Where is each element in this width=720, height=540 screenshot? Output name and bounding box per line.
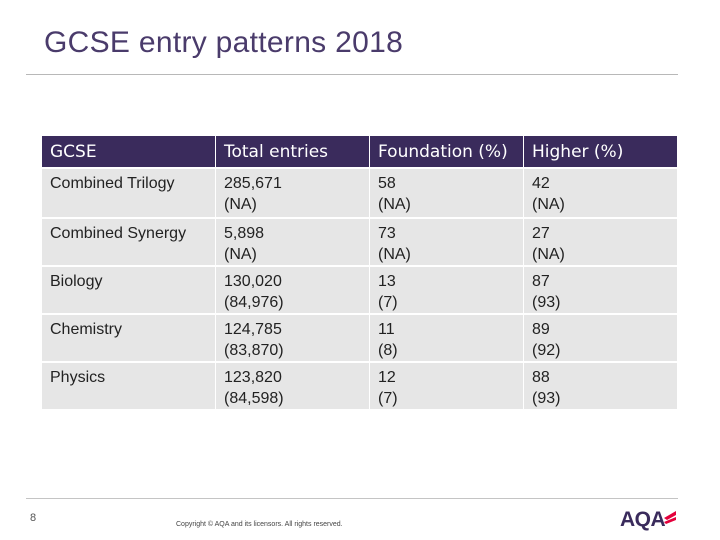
entries-table: GCSE Total entries Foundation (%) Higher… bbox=[41, 135, 678, 410]
logo-mark-icon bbox=[664, 511, 676, 524]
cell-total: 285,671 (NA) bbox=[215, 167, 370, 219]
logo-text: AQA bbox=[620, 508, 666, 531]
total-previous: (84,598) bbox=[224, 390, 284, 407]
total-previous: (84,976) bbox=[224, 294, 284, 311]
cell-foundation: 11 (8) bbox=[369, 313, 524, 363]
cell-total: 124,785 (83,870) bbox=[215, 313, 370, 363]
table-row: Biology 130,020 (84,976) 13 (7) 87 (93) bbox=[41, 265, 678, 315]
total-previous: (83,870) bbox=[224, 342, 284, 359]
foundation-value: 13 bbox=[378, 273, 396, 290]
cell-subject: Biology bbox=[41, 265, 216, 315]
copyright-notice: Copyright © AQA and its licensors. All r… bbox=[176, 521, 343, 528]
cell-foundation: 13 (7) bbox=[369, 265, 524, 315]
higher-previous: (NA) bbox=[532, 246, 565, 263]
higher-previous: (93) bbox=[532, 390, 561, 407]
total-value: 5,898 bbox=[224, 225, 265, 242]
higher-previous: (93) bbox=[532, 294, 561, 311]
cell-higher: 42 (NA) bbox=[523, 167, 678, 219]
foundation-value: 11 bbox=[378, 321, 395, 338]
foundation-previous: (NA) bbox=[378, 196, 411, 213]
higher-value: 42 bbox=[532, 175, 550, 192]
total-value: 124,785 bbox=[224, 321, 282, 338]
cell-subject: Combined Synergy bbox=[41, 217, 216, 267]
total-previous: (NA) bbox=[224, 196, 257, 213]
cell-higher: 89 (92) bbox=[523, 313, 678, 363]
cell-higher: 27 (NA) bbox=[523, 217, 678, 267]
cell-subject: Physics bbox=[41, 361, 216, 410]
total-value: 130,020 bbox=[224, 273, 282, 290]
foundation-previous: (8) bbox=[378, 342, 398, 359]
header-total-entries: Total entries bbox=[215, 135, 370, 169]
table-row: Chemistry 124,785 (83,870) 11 (8) 89 (92) bbox=[41, 313, 678, 363]
higher-value: 89 bbox=[532, 321, 550, 338]
higher-value: 27 bbox=[532, 225, 550, 242]
footer-divider bbox=[26, 498, 678, 499]
higher-value: 87 bbox=[532, 273, 550, 290]
table-row: Physics 123,820 (84,598) 12 (7) 88 (93) bbox=[41, 361, 678, 410]
foundation-value: 73 bbox=[378, 225, 396, 242]
page-number: 8 bbox=[30, 512, 37, 524]
higher-previous: (92) bbox=[532, 342, 561, 359]
slide-title: GCSE entry patterns 2018 bbox=[44, 26, 404, 59]
cell-foundation: 73 (NA) bbox=[369, 217, 524, 267]
header-higher: Higher (%) bbox=[523, 135, 678, 169]
cell-total: 5,898 (NA) bbox=[215, 217, 370, 267]
total-value: 123,820 bbox=[224, 369, 282, 386]
cell-higher: 87 (93) bbox=[523, 265, 678, 315]
cell-total: 123,820 (84,598) bbox=[215, 361, 370, 410]
foundation-previous: (7) bbox=[378, 390, 398, 407]
table-row: Combined Synergy 5,898 (NA) 73 (NA) 27 (NA) bbox=[41, 217, 678, 267]
higher-value: 88 bbox=[532, 369, 550, 386]
cell-foundation: 58 (NA) bbox=[369, 167, 524, 219]
header-gcse: GCSE bbox=[41, 135, 216, 169]
foundation-value: 12 bbox=[378, 369, 396, 386]
higher-previous: (NA) bbox=[532, 196, 565, 213]
cell-total: 130,020 (84,976) bbox=[215, 265, 370, 315]
total-value: 285,671 bbox=[224, 175, 282, 192]
total-previous: (NA) bbox=[224, 246, 257, 263]
table-header-row: GCSE Total entries Foundation (%) Higher… bbox=[41, 135, 678, 169]
cell-foundation: 12 (7) bbox=[369, 361, 524, 410]
cell-subject: Combined Trilogy bbox=[41, 167, 216, 219]
title-divider bbox=[26, 74, 678, 75]
foundation-value: 58 bbox=[378, 175, 396, 192]
aqa-logo: AQA bbox=[620, 508, 680, 532]
header-foundation: Foundation (%) bbox=[369, 135, 524, 169]
cell-subject: Chemistry bbox=[41, 313, 216, 363]
table-row: Combined Trilogy 285,671 (NA) 58 (NA) 42 (N… bbox=[41, 167, 678, 219]
foundation-previous: (7) bbox=[378, 294, 398, 311]
cell-higher: 88 (93) bbox=[523, 361, 678, 410]
foundation-previous: (NA) bbox=[378, 246, 411, 263]
